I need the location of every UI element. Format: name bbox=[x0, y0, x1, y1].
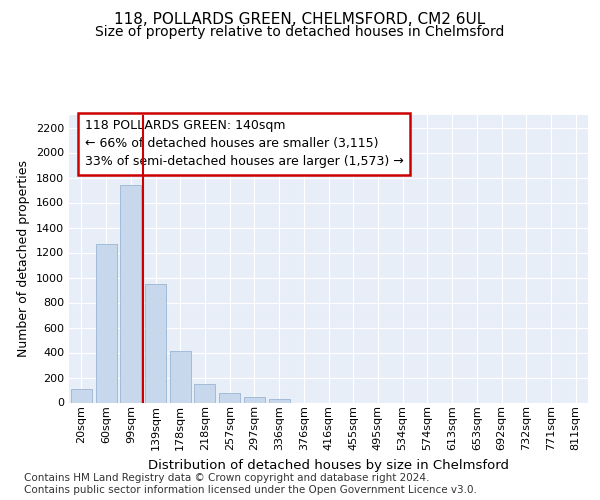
Text: 118, POLLARDS GREEN, CHELMSFORD, CM2 6UL: 118, POLLARDS GREEN, CHELMSFORD, CM2 6UL bbox=[115, 12, 485, 28]
Bar bbox=[145, 284, 166, 403]
Bar bbox=[269, 400, 290, 402]
Text: 118 POLLARDS GREEN: 140sqm
← 66% of detached houses are smaller (3,115)
33% of s: 118 POLLARDS GREEN: 140sqm ← 66% of deta… bbox=[85, 120, 403, 168]
Y-axis label: Number of detached properties: Number of detached properties bbox=[17, 160, 31, 357]
Bar bbox=[219, 393, 240, 402]
Bar bbox=[95, 244, 116, 402]
Bar bbox=[194, 384, 215, 402]
Bar bbox=[244, 397, 265, 402]
Bar bbox=[71, 389, 92, 402]
Text: Contains HM Land Registry data © Crown copyright and database right 2024.
Contai: Contains HM Land Registry data © Crown c… bbox=[24, 474, 477, 495]
X-axis label: Distribution of detached houses by size in Chelmsford: Distribution of detached houses by size … bbox=[148, 458, 509, 471]
Bar bbox=[170, 350, 191, 403]
Bar bbox=[120, 185, 141, 402]
Text: Size of property relative to detached houses in Chelmsford: Size of property relative to detached ho… bbox=[95, 25, 505, 39]
